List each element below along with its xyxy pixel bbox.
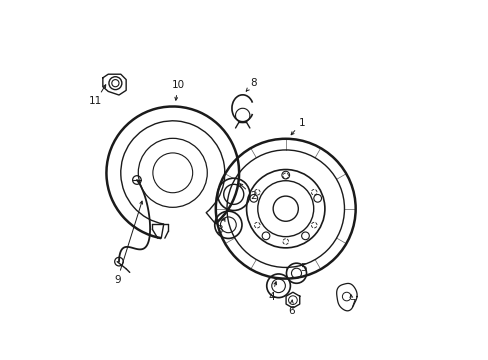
Text: 9: 9 [114, 275, 120, 285]
Text: 3: 3 [216, 225, 222, 235]
Text: 6: 6 [287, 306, 294, 316]
Text: 2: 2 [250, 191, 256, 201]
Text: 4: 4 [267, 292, 274, 302]
Text: 7: 7 [348, 299, 355, 309]
Text: 8: 8 [250, 78, 256, 88]
Text: 5: 5 [300, 263, 306, 273]
Text: 11: 11 [89, 96, 102, 106]
Text: 1: 1 [298, 118, 305, 128]
Text: 10: 10 [171, 80, 184, 90]
